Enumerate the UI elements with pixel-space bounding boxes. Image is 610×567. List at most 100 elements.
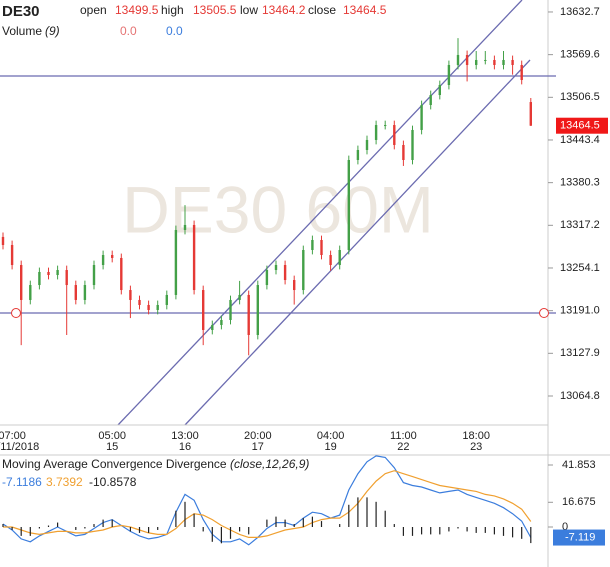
candle-body — [65, 270, 68, 286]
indicator-params: (close,12,26,9) — [230, 457, 309, 471]
x-tick-label: 01/11/2018 — [0, 441, 39, 453]
candle-body — [56, 270, 59, 276]
value: 0.0 — [120, 24, 137, 38]
label: high — [161, 3, 184, 17]
candle-body — [147, 304, 150, 310]
macd-line — [3, 470, 532, 538]
candle-body — [329, 255, 332, 266]
candle-body — [83, 285, 87, 300]
candle-body — [411, 129, 414, 160]
y-tick-label: 13632.7 — [560, 6, 600, 18]
candle-body — [202, 290, 205, 330]
y-tick-label: 13127.9 — [560, 347, 600, 359]
x-tick-label: 15 — [106, 441, 118, 453]
y-tick-label: 13191.0 — [560, 305, 600, 317]
y-tick-label: 13569.6 — [560, 49, 600, 61]
candle-body — [120, 257, 123, 291]
x-tick-label: 05:00 — [98, 430, 126, 442]
candle-body — [347, 159, 350, 250]
candle-body — [220, 319, 223, 325]
x-tick-label: 04:00 — [317, 430, 345, 442]
x-tick-label: 11:00 — [390, 430, 417, 442]
candle-body — [265, 270, 269, 286]
candle-body — [356, 149, 360, 160]
label: (9) — [45, 24, 60, 38]
y-tick-label: 13443.4 — [560, 134, 600, 146]
candle-body — [293, 280, 296, 291]
macd-line — [2, 455, 532, 546]
candle-body — [384, 125, 387, 127]
value: -7.1186 — [2, 475, 42, 489]
candle-body — [374, 125, 378, 140]
candle-body — [465, 54, 469, 65]
candle-body — [365, 139, 369, 150]
candle-body — [438, 85, 441, 96]
value: 13499.5 — [115, 3, 159, 17]
candle-body — [529, 102, 532, 126]
candle-body — [520, 64, 523, 80]
candle-body — [1, 236, 5, 245]
candle-body — [320, 239, 323, 255]
candle-body — [283, 265, 287, 281]
y-tick-label: 0 — [562, 521, 568, 533]
candle-body — [211, 324, 214, 330]
plot: 13632.7 13569.6 13506.5 13443.4 13380.3 13317… — [0, 6, 608, 546]
candle-body — [47, 271, 50, 276]
trend-line — [184, 59, 531, 426]
candle-body — [311, 239, 314, 250]
candle-body — [174, 229, 178, 295]
y-tick-label: 16.675 — [562, 496, 596, 508]
candle-body — [192, 224, 196, 291]
label: open — [80, 3, 107, 17]
indicator-title: Moving Average Convergence Divergence — [2, 457, 227, 471]
candle-body — [183, 224, 187, 230]
line-handle — [11, 308, 21, 319]
x-tick-label: 22 — [397, 441, 409, 453]
candle-body — [393, 125, 396, 145]
candle-body — [256, 285, 259, 335]
candle-body — [420, 105, 423, 130]
candle-body — [38, 271, 41, 286]
candle-body — [429, 95, 432, 106]
y-tick-label: 13506.5 — [560, 91, 600, 103]
candle-body — [129, 290, 132, 300]
y-tick-label: 13380.3 — [560, 177, 600, 189]
candle-body — [238, 294, 241, 300]
trend-line — [117, 0, 523, 426]
candle-body — [484, 59, 487, 61]
x-tick-label: 13:00 — [171, 430, 199, 442]
symbol: DE30 — [2, 3, 40, 20]
x-tick-label: 23 — [470, 441, 482, 453]
price-tag — [556, 117, 608, 134]
candle-body — [456, 54, 460, 65]
price-tag-label: 13464.5 — [560, 120, 600, 132]
candle-body — [247, 294, 250, 335]
y-tick-label: 41.853 — [562, 459, 596, 471]
value: 13505.5 — [193, 3, 237, 17]
watermark: DE30 60M — [122, 172, 434, 246]
label: Volume — [2, 24, 42, 38]
candle-body — [29, 285, 32, 300]
candle-body — [165, 294, 168, 305]
candle-body — [338, 249, 341, 266]
x-tick-label: 17 — [252, 441, 264, 453]
candle-body — [493, 59, 496, 65]
candle-body — [302, 249, 305, 291]
value: 13464.5 — [343, 3, 387, 17]
candle-body — [20, 265, 23, 300]
candle-body — [475, 59, 478, 65]
x-tick-label: 18:00 — [462, 430, 490, 442]
value: 13464.2 — [262, 3, 306, 17]
label: low — [240, 3, 258, 17]
value: 0.0 — [166, 24, 183, 38]
candle-body — [447, 64, 451, 85]
candle-body — [511, 59, 514, 65]
value-tag — [553, 529, 605, 546]
value: -10.8578 — [89, 475, 137, 489]
x-tick-label: 20:00 — [244, 430, 272, 442]
candle-body — [229, 299, 232, 320]
candle-body — [402, 144, 405, 160]
x-tick-label: 16 — [179, 441, 191, 453]
x-tick-label: 07:00 — [0, 430, 26, 442]
